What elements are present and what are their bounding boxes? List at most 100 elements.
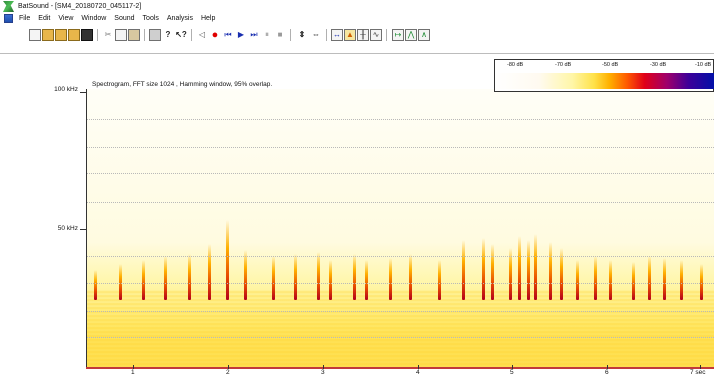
bat-call <box>491 244 494 300</box>
copy-icon[interactable] <box>115 29 127 41</box>
menu-view[interactable]: View <box>58 15 74 22</box>
help-icon[interactable]: ? <box>165 30 171 39</box>
grid-line <box>87 283 714 284</box>
x-axis-label-6: 6 <box>605 369 609 376</box>
bat-call <box>560 248 563 300</box>
bat-call <box>409 254 412 300</box>
bat-call <box>244 250 247 300</box>
x-tick <box>512 365 513 369</box>
new-file-icon[interactable] <box>29 29 41 41</box>
open-folder-icon[interactable] <box>42 29 54 41</box>
x-axis-label-4: 4 <box>416 369 420 376</box>
zoom-in-vertical-icon[interactable]: ⇕ <box>298 30 306 39</box>
toolbar-separator <box>144 29 145 41</box>
y-tick <box>80 229 87 230</box>
scale-label: -50 dB <box>602 62 619 68</box>
menu-analysis[interactable]: Analysis <box>166 15 193 22</box>
spectrogram-plot[interactable] <box>87 89 714 368</box>
bat-call <box>680 260 683 300</box>
pause-icon[interactable]: ⏸ <box>265 30 269 39</box>
fast-forward-icon[interactable]: ⏭ <box>250 30 258 39</box>
x-axis-label-5: 5 <box>510 369 514 376</box>
bat-call <box>534 234 537 300</box>
menu-file[interactable]: File <box>19 15 31 22</box>
power-spectrum-icon[interactable]: ╫ <box>357 29 369 41</box>
bat-call <box>632 262 635 300</box>
menu-window[interactable]: Window <box>81 15 107 22</box>
save-icon[interactable] <box>55 29 67 41</box>
bat-call <box>518 236 521 300</box>
context-help-icon[interactable]: ↖? <box>175 30 187 39</box>
marker-icon[interactable]: ↦ <box>392 29 404 41</box>
bat-call <box>119 264 122 300</box>
x-tick <box>418 365 419 369</box>
toolbar: ✂ ? ↖? ◁ ● ⏮ ▶ ⏭ ⏸ ■ ⇕ ⇔ ↔ ▲ ╫ ∿ ↦ ⋀ ∧ <box>0 25 714 54</box>
window-title: BatSound - [SM4_20180720_045117-2] <box>18 3 142 10</box>
bat-call <box>663 258 666 300</box>
batsound-app-icon <box>3 1 14 12</box>
bat-call <box>527 240 530 300</box>
play-icon[interactable]: ▶ <box>237 30 245 39</box>
menu-bar: File Edit View Window Sound Tools Analys… <box>0 13 714 24</box>
title-bar: BatSound - [SM4_20180720_045117-2] <box>0 0 714 13</box>
grid-line <box>87 173 714 174</box>
waveform-icon[interactable]: ∿ <box>370 29 382 41</box>
bat-call <box>329 260 332 300</box>
bat-call <box>648 256 651 300</box>
scale-label: -70 dB <box>555 62 572 68</box>
bat-call <box>609 260 612 300</box>
grid-line <box>87 337 714 338</box>
menu-edit[interactable]: Edit <box>38 15 51 22</box>
grid-line <box>87 202 714 203</box>
bat-call <box>317 252 320 300</box>
record-icon[interactable]: ● <box>211 28 219 41</box>
bat-call <box>365 260 368 300</box>
bat-call <box>188 254 191 300</box>
bat-call <box>353 254 356 300</box>
toolbar-separator <box>386 29 387 41</box>
scale-label: -30 dB <box>650 62 667 68</box>
stop-icon[interactable]: ■ <box>277 30 283 39</box>
rewind-icon[interactable]: ⏮ <box>224 30 232 39</box>
bat-call <box>294 254 297 300</box>
bat-call <box>164 256 167 300</box>
toolbar-separator <box>290 29 291 41</box>
bat-call <box>272 256 275 300</box>
bat-call <box>576 260 579 300</box>
speaker-icon[interactable]: ◁ <box>198 30 206 39</box>
menu-sound[interactable]: Sound <box>114 15 135 22</box>
zoom-horizontal-icon[interactable]: ↔ <box>331 29 343 41</box>
paste-icon[interactable] <box>128 29 140 41</box>
menu-help[interactable]: Help <box>200 15 216 22</box>
grid-line <box>87 256 714 257</box>
print-icon[interactable] <box>149 29 161 41</box>
x-axis-label-1: 1 <box>131 369 135 376</box>
x-tick <box>228 365 229 369</box>
spectrogram-icon[interactable]: ▲ <box>344 29 356 41</box>
save-as-icon[interactable] <box>68 29 80 41</box>
x-tick <box>133 365 134 369</box>
toolbar-separator <box>326 29 327 41</box>
bat-call <box>226 220 229 300</box>
menu-tools[interactable]: Tools <box>142 15 159 22</box>
bat-call <box>549 242 552 300</box>
x-axis-label-2: 2 <box>226 369 230 376</box>
spectrum-icon[interactable]: ∧ <box>418 29 430 41</box>
toolbar-separator <box>97 29 98 41</box>
bat-call <box>700 264 703 300</box>
document-icon[interactable] <box>4 14 13 23</box>
toolbar-separator <box>191 29 192 41</box>
grid-line <box>87 119 714 120</box>
y-axis-label-50: 50 kHz <box>57 225 78 232</box>
bat-call <box>208 244 211 300</box>
bat-call <box>594 256 597 300</box>
zoom-out-vertical-icon[interactable]: ⇔ <box>312 30 320 39</box>
cut-icon[interactable]: ✂ <box>104 30 112 39</box>
scale-label: -10 dB <box>695 62 712 68</box>
peak-icon[interactable]: ⋀ <box>405 29 417 41</box>
color-scale-bar <box>495 73 714 89</box>
disk-icon[interactable] <box>81 29 93 41</box>
bat-call <box>94 270 97 300</box>
grid-line <box>87 147 714 148</box>
color-scale-legend: -80 dB -70 dB -50 dB -30 dB -10 dB <box>494 59 714 92</box>
